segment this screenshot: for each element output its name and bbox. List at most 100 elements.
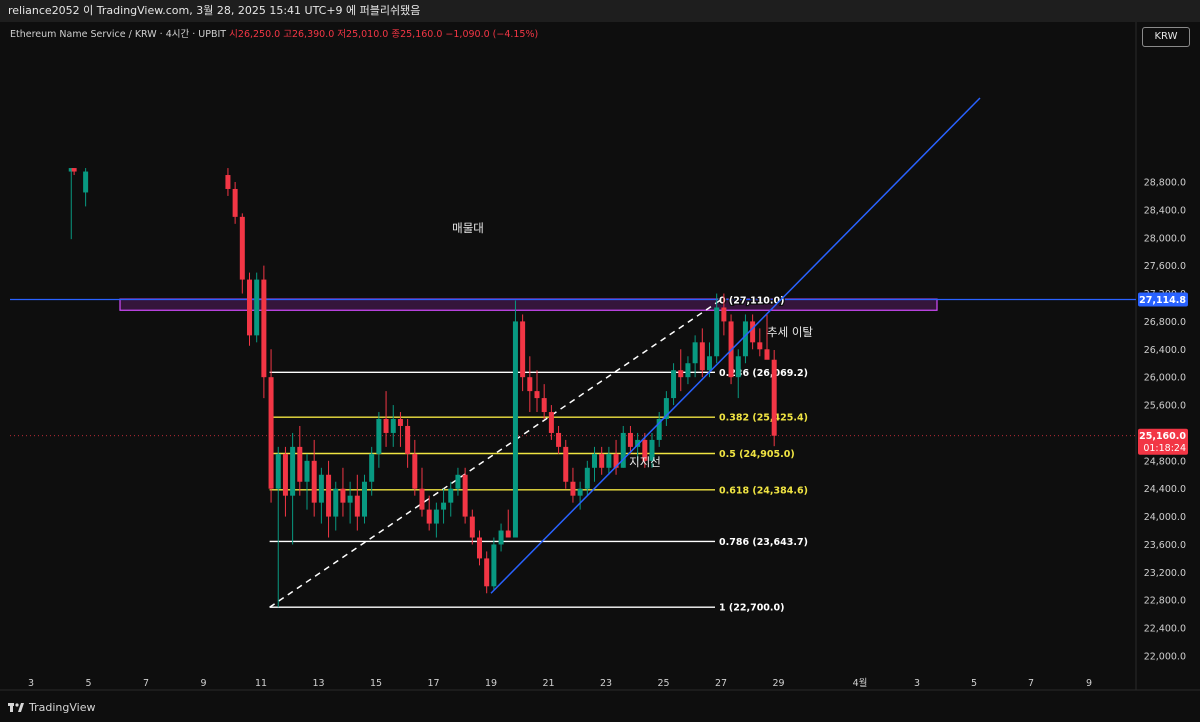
candle-body — [627, 432, 633, 447]
candle-body — [556, 432, 562, 447]
x-tick-label: 5 — [85, 678, 91, 689]
y-tick-label: 25,600.0 — [1144, 401, 1186, 412]
candle-body — [757, 342, 763, 350]
currency-button[interactable]: KRW — [1142, 27, 1190, 47]
x-tick-label: 15 — [370, 678, 382, 689]
ohlc-values: 시26,250.0 고26,390.0 저25,010.0 종25,160.0 … — [229, 29, 539, 40]
candle-body — [383, 419, 389, 433]
candle-body — [520, 321, 526, 378]
candle-body — [505, 530, 511, 538]
candle-body — [620, 432, 626, 468]
candle-body — [290, 446, 296, 496]
candle-body — [484, 558, 490, 587]
horizontal-line-price-tag — [1138, 292, 1188, 307]
candle-body — [397, 419, 403, 426]
candle-body — [455, 474, 461, 489]
candle-body — [390, 419, 396, 433]
candle-body — [541, 398, 547, 413]
bar-countdown-label: 01:18:24 — [1143, 443, 1186, 454]
x-tick-label: 27 — [715, 678, 727, 689]
resistance-zone-label: 매물대 — [452, 221, 484, 235]
candle-body — [714, 307, 720, 357]
candle-body — [642, 439, 648, 461]
candle-body — [362, 481, 367, 517]
fib-level-label: 0.5 (24,905.0) — [719, 449, 795, 460]
candle-body — [735, 356, 741, 378]
candle-body — [297, 446, 303, 482]
candle-body — [369, 453, 375, 482]
candle-body — [656, 419, 662, 440]
candle-body — [326, 474, 332, 517]
support-trendline — [490, 97, 981, 594]
candle-body — [225, 175, 231, 189]
tradingview-logo-icon — [8, 702, 24, 712]
candle-body — [318, 474, 324, 503]
y-tick-label: 22,000.0 — [1144, 652, 1186, 663]
candle-body — [592, 453, 597, 468]
x-tick-label: 17 — [427, 678, 439, 689]
publish-header: reliance2052 이 TradingView.com, 3월 28, 2… — [0, 0, 1200, 22]
brand-label: TradingView — [29, 701, 96, 714]
candle-body — [613, 453, 619, 468]
candle-body — [448, 488, 454, 503]
candle-body — [671, 370, 677, 399]
x-tick-label: 7 — [143, 678, 149, 689]
y-tick-label: 23,600.0 — [1144, 540, 1186, 551]
symbol-legend: Ethereum Name Service / KRW · 4시간 · UPBI… — [10, 26, 538, 40]
candle-body — [232, 188, 238, 217]
candle-body — [68, 168, 74, 172]
candle-body — [261, 279, 267, 378]
y-tick-label: 28,000.0 — [1144, 233, 1186, 244]
candle-body — [462, 474, 468, 517]
candle-body — [333, 488, 339, 517]
fib-level-label: 0.618 (24,384.6) — [719, 485, 808, 496]
candle-body — [498, 530, 504, 545]
x-tick-label: 21 — [542, 678, 554, 689]
candle-body — [699, 342, 705, 371]
x-tick-label: 23 — [600, 678, 612, 689]
x-tick-label: 9 — [200, 678, 206, 689]
candle-body — [750, 321, 756, 343]
candle-body — [527, 377, 533, 392]
candles — [68, 168, 777, 608]
y-tick-label: 28,800.0 — [1144, 178, 1186, 189]
fibonacci-levels: 0 (27,110.0)0.236 (26,069.2)0.382 (25,42… — [269, 294, 809, 615]
symbol-name: Ethereum Name Service / KRW · 4시간 · UPBI… — [10, 29, 227, 40]
candle-body — [563, 446, 569, 482]
candle-body — [491, 544, 497, 587]
candle-body — [663, 398, 669, 419]
candle-body — [282, 453, 288, 496]
last-price-label: 25,160.0 — [1139, 431, 1186, 442]
y-tick-label: 26,000.0 — [1144, 373, 1186, 384]
x-tick-label: 5 — [971, 678, 977, 689]
candle-body — [268, 377, 274, 489]
candle-body — [771, 359, 777, 436]
x-tick-label: 19 — [485, 678, 497, 689]
candle-body — [534, 391, 540, 399]
candle-body — [512, 321, 518, 538]
y-tick-label: 22,400.0 — [1144, 624, 1186, 635]
candle-body — [577, 488, 583, 496]
x-axis-labels: 3 5 7 9 11 13 15 17 19 21 23 25 27 29 4월 3 5 7 9 — [28, 677, 1092, 689]
fib-level-label: 0.382 (25,425.4) — [719, 413, 808, 424]
candle-body — [83, 171, 89, 193]
resistance-zone — [119, 298, 938, 311]
candle-body — [742, 321, 748, 357]
candle-body — [584, 467, 590, 489]
candle-body — [254, 279, 260, 336]
candle-body — [721, 307, 727, 322]
fib-level-label: 0.786 (23,643.7) — [719, 537, 808, 548]
x-tick-label: 4월 — [853, 677, 868, 689]
last-price-tag — [1138, 428, 1188, 455]
candle-body — [441, 502, 447, 510]
candle-body — [419, 488, 425, 510]
candle-body — [692, 342, 698, 364]
fib-level-label: 1 (22,700.0) — [719, 603, 784, 614]
candle-body — [685, 363, 691, 378]
tradingview-brand[interactable]: TradingView — [8, 701, 95, 714]
x-tick-label: 11 — [255, 678, 267, 689]
support-trendline-label: 지지선 — [629, 455, 661, 469]
publish-info: reliance2052 이 TradingView.com, 3월 28, 2… — [8, 4, 421, 17]
y-tick-label: 28,400.0 — [1144, 205, 1186, 216]
